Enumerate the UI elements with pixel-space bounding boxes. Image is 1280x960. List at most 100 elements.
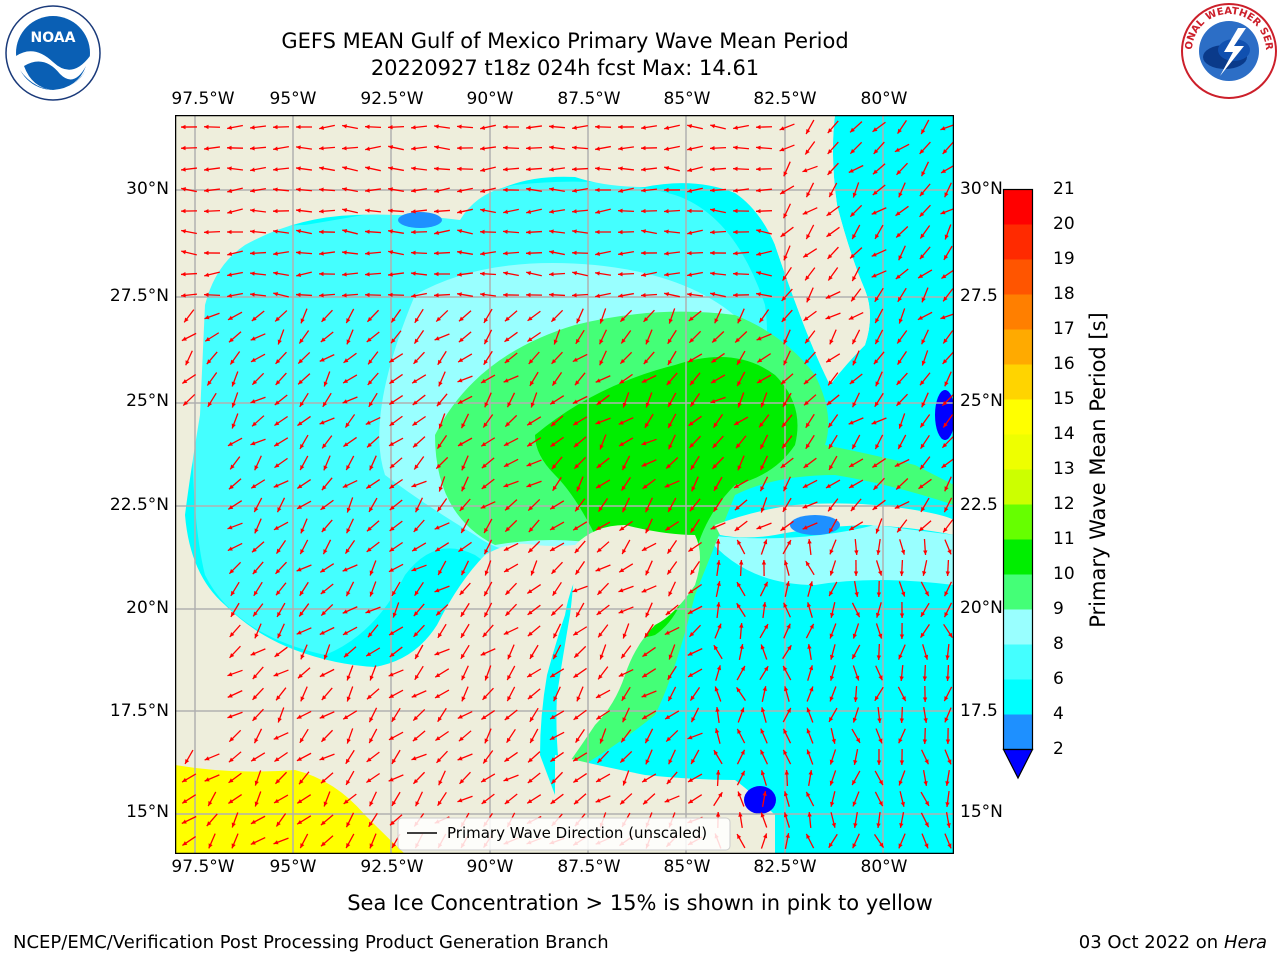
wave-arrow-head — [250, 125, 255, 130]
wave-arrow-head — [274, 421, 280, 426]
wave-arrow-head — [230, 611, 236, 617]
wave-arrow-head — [204, 167, 209, 172]
wave-arrow-head — [342, 166, 348, 171]
wave-arrow-head — [227, 125, 232, 130]
wave-arrow-head — [809, 623, 814, 629]
wave-arrow-head — [784, 770, 789, 775]
wave-arrow-head — [595, 567, 601, 572]
wave-arrow-head — [641, 546, 647, 551]
wave-arrow-head — [873, 149, 879, 154]
wave-arrow-head — [298, 379, 303, 385]
wave-arrow-head — [828, 380, 833, 386]
wave-arrow-head — [618, 293, 623, 298]
wave-arrow-head — [572, 145, 577, 150]
wave-arrow-head — [687, 188, 693, 193]
wave-arrow-head — [737, 791, 742, 797]
wave-arrow-head — [664, 292, 670, 297]
wave-arrow-head — [642, 673, 648, 678]
wave-arrow-head — [275, 316, 280, 322]
wave-arrow-head — [898, 738, 903, 744]
wave-arrow-head — [181, 208, 186, 214]
wave-arrow-head — [802, 210, 808, 215]
wave-arrow-head — [918, 526, 924, 532]
wave-arrow-head — [388, 272, 393, 277]
wave-arrow-head — [461, 528, 466, 534]
wave-arrow-head — [875, 233, 880, 239]
wave-arrow-head — [826, 400, 832, 406]
wave-arrow-head — [228, 337, 234, 343]
wave-arrow-head — [227, 209, 233, 214]
wave-arrow-head — [898, 192, 903, 198]
wave-arrow-head — [296, 229, 302, 234]
wave-arrow-head — [897, 338, 902, 344]
lat-tick-right: 27.5 — [960, 286, 998, 306]
wave-arrow-head — [572, 271, 578, 276]
wave-arrow-head — [458, 736, 464, 742]
wave-arrow-head — [346, 738, 351, 744]
noaa-logo: NOAA — [5, 5, 101, 101]
wave-arrow-head — [756, 336, 762, 341]
wave-arrow-head — [875, 444, 880, 450]
wave-arrow-head — [297, 484, 303, 489]
wave-arrow-head — [300, 528, 305, 534]
wave-arrow-head — [825, 315, 831, 320]
wave-arrow-head — [342, 146, 347, 151]
wave-arrow-head — [368, 821, 373, 827]
wave-arrow-head — [783, 255, 788, 261]
wave-arrow-head — [574, 652, 580, 658]
wave-arrow-head — [300, 696, 305, 702]
wave-arrow-head — [850, 148, 856, 154]
wave-arrow-head — [252, 695, 258, 700]
wave-arrow-head — [618, 166, 623, 171]
wave-arrow-head — [853, 760, 858, 765]
wave-arrow-head — [483, 359, 488, 365]
wave-arrow-head — [664, 630, 670, 635]
wave-arrow-head — [460, 653, 466, 659]
wave-arrow-head — [527, 420, 533, 426]
wave-arrow-head — [276, 548, 281, 554]
wave-arrow-head — [296, 504, 302, 509]
wave-arrow-head — [275, 380, 281, 385]
wave-arrow-head — [346, 843, 351, 849]
wave-arrow-head — [852, 339, 857, 345]
wave-arrow-head — [786, 540, 791, 546]
wave-arrow-head — [596, 483, 602, 489]
wave-arrow-head — [945, 571, 950, 576]
wave-arrow-head — [688, 421, 694, 426]
wave-arrow-head — [181, 293, 186, 298]
wave-arrow-head — [760, 707, 766, 713]
wave-arrow-head — [783, 560, 789, 566]
wave-arrow-head — [342, 630, 348, 635]
wave-arrow-head — [756, 208, 761, 214]
wave-arrow-head — [411, 293, 416, 298]
wave-arrow-head — [275, 359, 281, 364]
wave-arrow-head — [275, 569, 281, 574]
wave-arrow-head — [321, 695, 327, 701]
wave-arrow-head — [503, 167, 508, 172]
wave-arrow-head — [710, 188, 715, 193]
wave-arrow-head — [273, 483, 279, 488]
wave-arrow-head — [897, 128, 902, 134]
wave-arrow-head — [898, 654, 903, 660]
wave-arrow-head — [829, 759, 834, 765]
wave-arrow-head — [851, 296, 856, 302]
wave-arrow-head — [874, 695, 880, 701]
wave-arrow-head — [899, 676, 904, 681]
wave-arrow-head — [503, 229, 508, 234]
wave-arrow-head — [252, 421, 257, 427]
wave-arrow-head — [871, 420, 877, 425]
wave-arrow-head — [853, 571, 859, 576]
wave-arrow-head — [504, 715, 510, 720]
wave-arrow-head — [827, 170, 833, 175]
wave-arrow-head — [550, 442, 556, 447]
wave-arrow-head — [718, 792, 723, 798]
wave-arrow-head — [526, 271, 532, 276]
wave-arrow-head — [733, 292, 738, 298]
wave-arrow-head — [918, 484, 924, 489]
wave-arrow-head — [736, 582, 742, 588]
wave-arrow-head — [296, 250, 301, 255]
wave-arrow-head — [319, 630, 325, 635]
wave-arrow-head — [852, 402, 857, 408]
wave-arrow-head — [760, 728, 765, 734]
wave-arrow-head — [343, 442, 349, 447]
